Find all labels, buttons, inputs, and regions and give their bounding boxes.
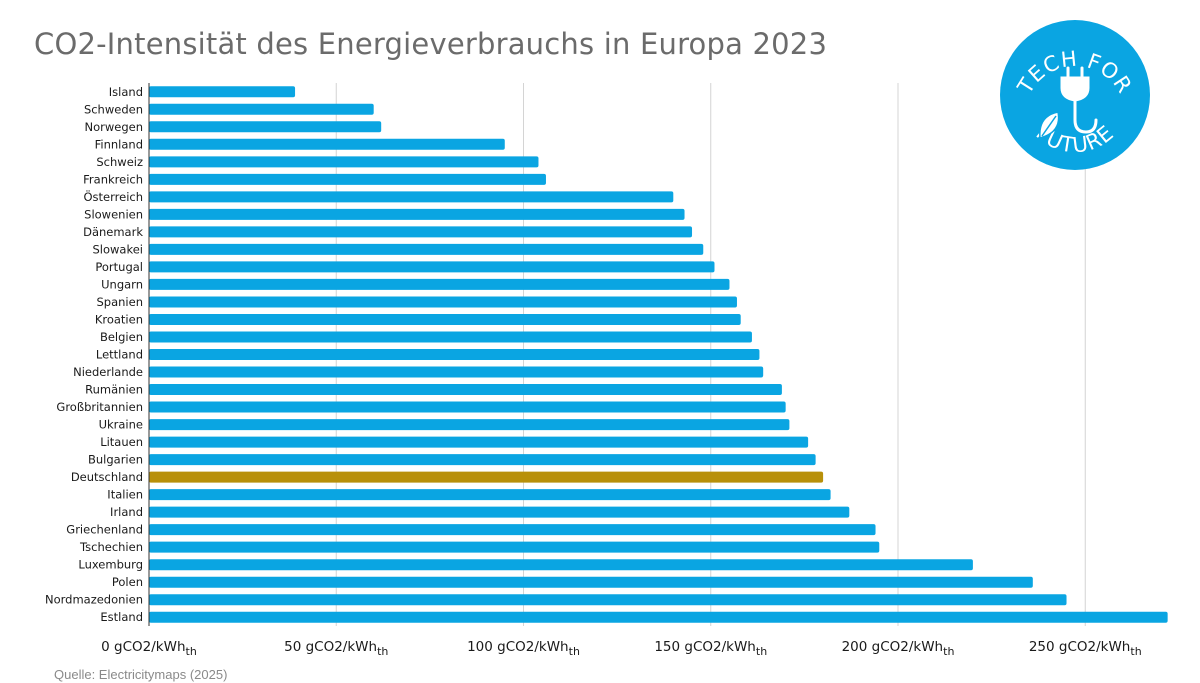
bar-nordmazedonien — [149, 594, 1067, 606]
tech-for-future-logo: TECH FOR FUTURE — [1000, 20, 1150, 170]
bar-slowakei — [149, 243, 704, 255]
bar-dänemark — [149, 226, 693, 238]
category-label: Island — [109, 85, 143, 99]
bar-belgien — [149, 331, 752, 343]
bar-ukraine — [149, 419, 790, 431]
category-label: Lettland — [96, 348, 143, 362]
x-tick-label: 200 gCO2/kWhth — [842, 639, 955, 658]
bar-estland — [149, 611, 1168, 623]
bar-ungarn — [149, 278, 730, 290]
bar-finnland — [149, 138, 505, 150]
x-tick-label: 0 gCO2/kWhth — [101, 639, 197, 658]
category-label: Norwegen — [84, 120, 143, 134]
category-label: Deutschland — [71, 470, 143, 484]
bar-großbritannien — [149, 401, 786, 413]
bars — [149, 86, 1168, 623]
bar-österreich — [149, 191, 674, 203]
category-label: Schweiz — [96, 155, 143, 169]
category-label: Portugal — [95, 260, 143, 274]
category-label: Slowenien — [84, 207, 143, 221]
category-label: Italien — [107, 488, 143, 502]
category-label: Bulgarien — [88, 453, 143, 467]
category-label: Tschechien — [79, 540, 143, 554]
category-label: Litauen — [100, 435, 143, 449]
bar-rumänien — [149, 384, 782, 396]
x-tick-labels: 0 gCO2/kWhth 50 gCO2/kWhth 100 gCO2/kWhth 1… — [101, 639, 1142, 658]
bar-italien — [149, 489, 831, 501]
x-tick-label: 150 gCO2/kWhth — [654, 639, 767, 658]
bar-norwegen — [149, 121, 382, 133]
category-label: Belgien — [100, 330, 143, 344]
category-label: Polen — [112, 575, 143, 589]
category-labels: Island Schweden Norwegen Finnland Schweiz Fra… — [45, 85, 143, 624]
bar-bulgarien — [149, 454, 816, 466]
plug-icon — [1060, 66, 1098, 134]
category-label: Ukraine — [99, 418, 143, 432]
bar-griechenland — [149, 524, 876, 536]
bar-kroatien — [149, 313, 741, 325]
bar-lettland — [149, 349, 760, 360]
bar-portugal — [149, 261, 715, 273]
x-tick-label: 100 gCO2/kWhth — [467, 639, 580, 658]
source-note: Quelle: Electricitymaps (2025) — [54, 667, 228, 682]
category-label: Spanien — [97, 295, 144, 309]
bar-deutschland — [149, 471, 824, 483]
bar-schweden — [149, 103, 374, 115]
category-label: Ungarn — [101, 277, 143, 291]
category-label: Großbritannien — [56, 400, 143, 414]
category-label: Niederlande — [73, 365, 143, 379]
category-label: Nordmazedonien — [45, 593, 143, 607]
x-tick-label: 50 gCO2/kWhth — [284, 639, 388, 658]
bar-spanien — [149, 296, 737, 308]
bar-frankreich — [149, 173, 546, 185]
category-label: Dänemark — [83, 225, 143, 239]
bar-slowenien — [149, 208, 685, 220]
category-label: Kroatien — [95, 312, 143, 326]
x-tick-label: 250 gCO2/kWhth — [1029, 639, 1142, 658]
bar-irland — [149, 506, 850, 518]
category-label: Estland — [100, 610, 143, 624]
bar-luxemburg — [149, 559, 973, 571]
category-label: Griechenland — [66, 523, 143, 537]
category-label: Finnland — [95, 137, 143, 151]
bar-island — [149, 86, 296, 98]
bar-polen — [149, 576, 1033, 588]
category-label: Irland — [110, 505, 143, 519]
leaf-icon — [1039, 111, 1060, 139]
category-label: Slowakei — [92, 242, 143, 256]
category-label: Schweden — [84, 102, 143, 116]
chart-title: CO2-Intensität des Energieverbrauchs in … — [34, 27, 828, 61]
category-label: Österreich — [83, 188, 143, 204]
category-label: Rumänien — [85, 383, 143, 397]
bar-tschechien — [149, 541, 880, 553]
category-label: Frankreich — [83, 172, 143, 186]
bar-litauen — [149, 436, 809, 448]
bar-schweiz — [149, 156, 539, 168]
category-label: Luxemburg — [78, 558, 143, 572]
bar-niederlande — [149, 366, 764, 378]
